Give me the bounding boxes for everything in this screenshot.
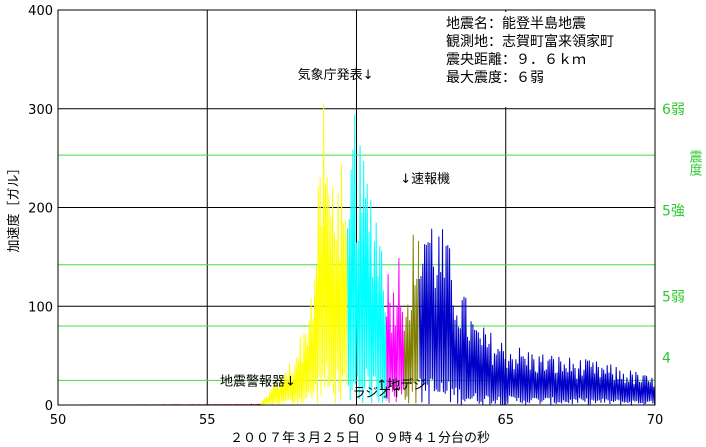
y2-axis-label: 震度 bbox=[687, 150, 703, 176]
annotation-1: ↓速報機 bbox=[400, 172, 450, 187]
intensity-label-3: 4 bbox=[662, 351, 671, 367]
x-tick-label-0: 50 bbox=[50, 413, 67, 428]
annotation-4: ↑地デジ bbox=[376, 377, 426, 393]
x-tick-label-2: 60 bbox=[348, 413, 365, 428]
y-tick-label-3: 300 bbox=[28, 103, 53, 118]
y-tick-label-0: 0 bbox=[45, 399, 53, 414]
series-4 bbox=[403, 234, 420, 404]
series-5 bbox=[418, 228, 656, 405]
series-3 bbox=[385, 257, 405, 403]
annotation-2: 地震警報器↓ bbox=[220, 373, 296, 389]
annotation-3: ラジオ↑ bbox=[353, 386, 403, 401]
info-box-background bbox=[442, 12, 652, 107]
intensity-label-2: 5弱 bbox=[662, 289, 685, 305]
annotation-0: 気象庁発表↓ bbox=[298, 67, 374, 83]
y-tick-label-4: 400 bbox=[28, 4, 53, 19]
info-box: 地震名：能登半島地震 観測地：志賀町富来領家町 震央距離：９．６ｋｍ 最大震度：… bbox=[442, 12, 652, 107]
axis-ticks: 50 55 60 65 70 0 100 200 300 400 bbox=[28, 4, 663, 428]
intensity-label-1: 5強 bbox=[662, 203, 685, 219]
x-tick-label-4: 70 bbox=[647, 413, 664, 428]
intensity-labels: 6弱 5強 5弱 4 bbox=[662, 102, 685, 367]
y-tick-label-2: 200 bbox=[28, 202, 53, 217]
info-quake-name: 地震名：能登半島地震 bbox=[446, 16, 586, 32]
x-tick-label-3: 65 bbox=[497, 413, 514, 428]
x-axis-label: ２００７年３月２５日 ０９時４１分台の秒 bbox=[230, 431, 490, 446]
y-axis-label: 加速度［ガル］ bbox=[6, 161, 22, 252]
info-epicentral-distance: 震央距離：９．６ｋｍ bbox=[446, 51, 586, 68]
y-tick-label-1: 100 bbox=[28, 300, 53, 315]
series-1 bbox=[260, 103, 348, 406]
plot-frame bbox=[57, 9, 656, 406]
series-2 bbox=[347, 114, 387, 404]
intensity-label-0: 6弱 bbox=[662, 102, 685, 118]
info-max-intensity: 最大震度：６弱 bbox=[446, 70, 544, 86]
info-location: 観測地：志賀町富来領家町 bbox=[446, 33, 614, 50]
x-tick-label-1: 55 bbox=[199, 413, 216, 428]
